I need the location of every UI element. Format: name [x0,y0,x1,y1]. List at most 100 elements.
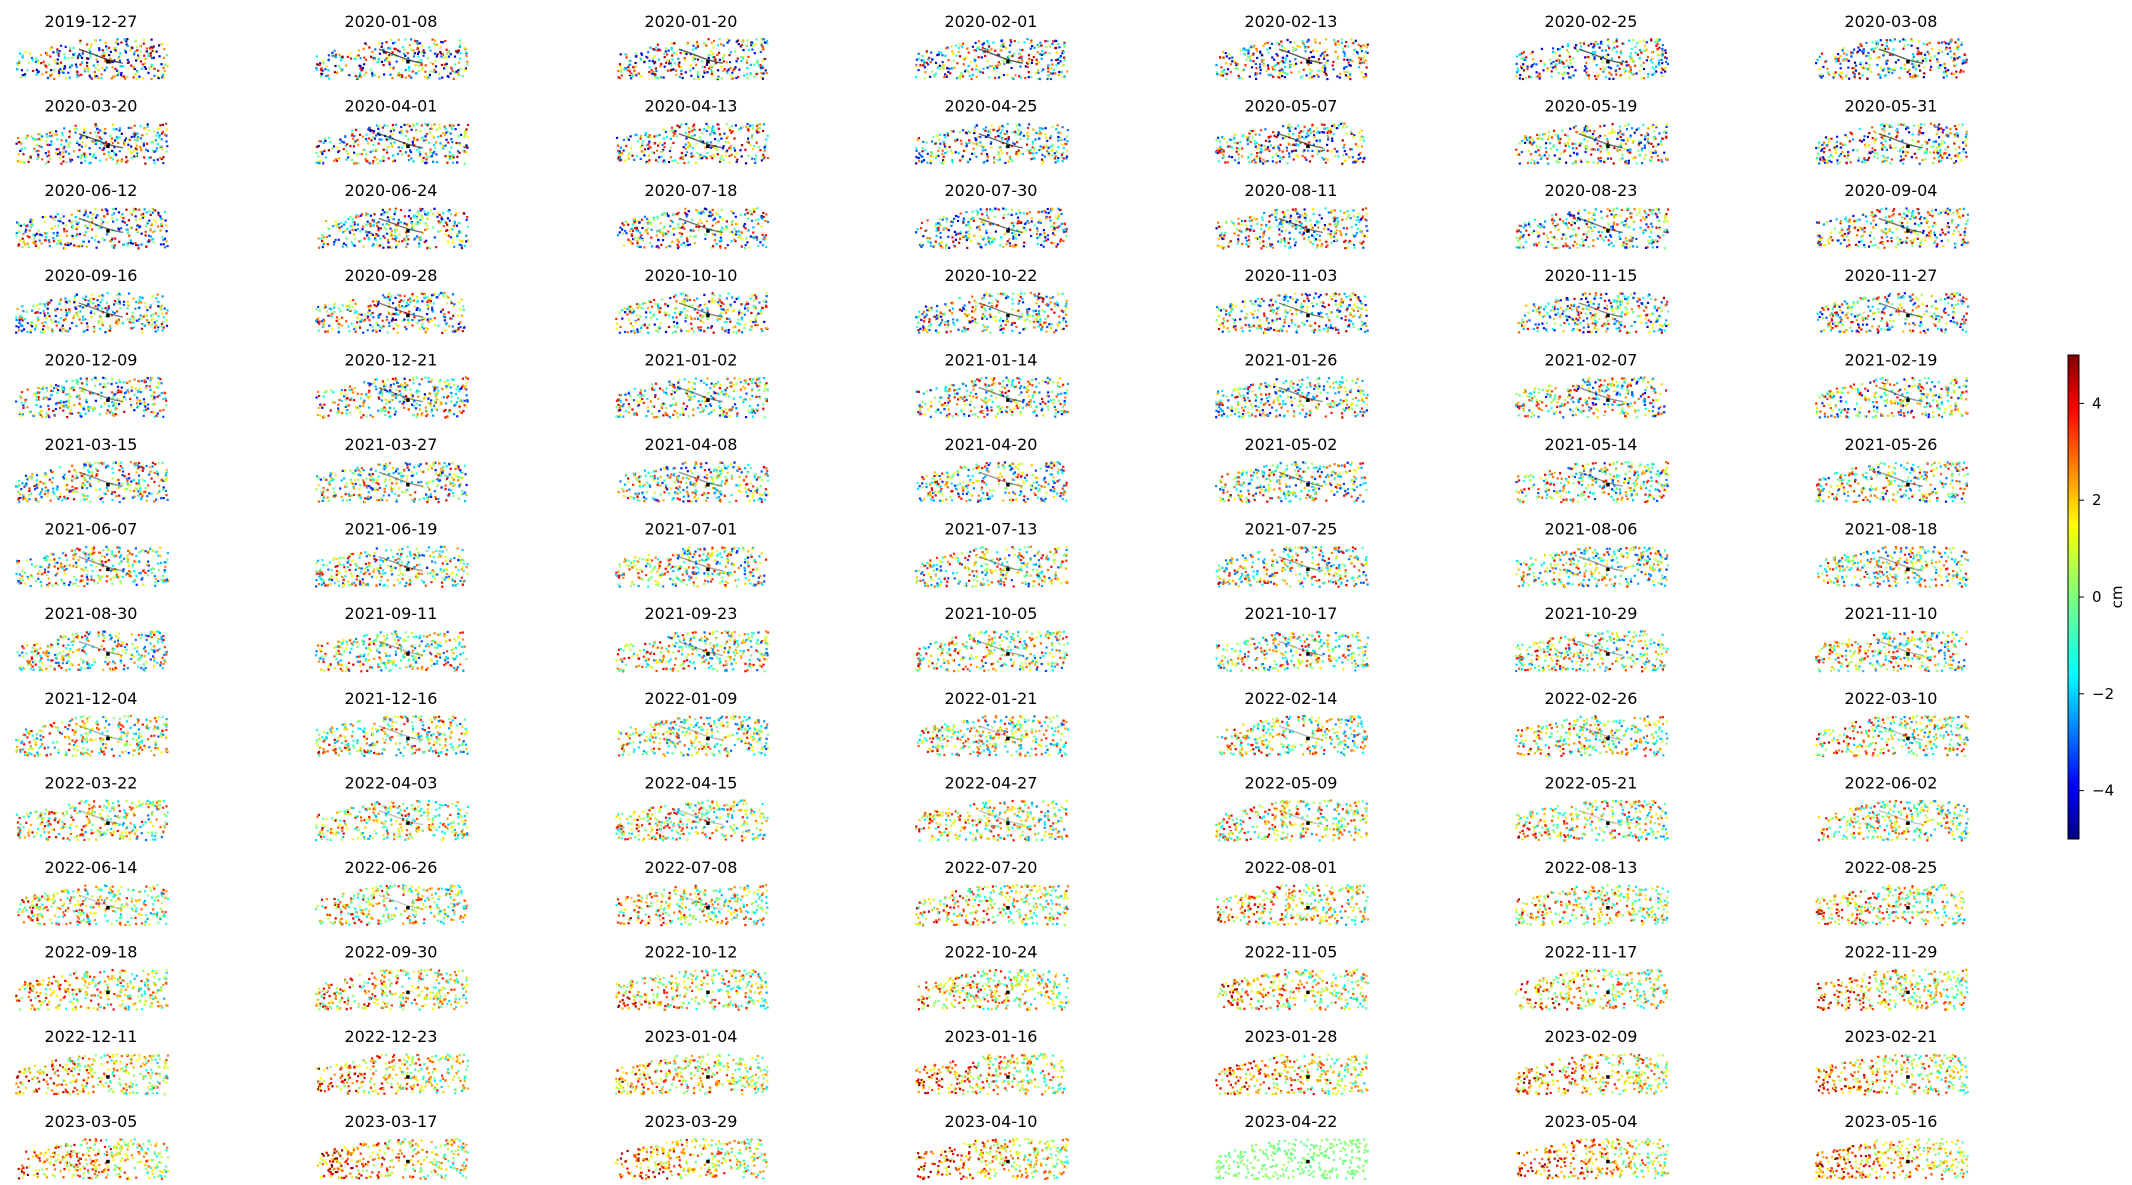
tile-2020-05-07: 2020-05-07 [1215,97,1366,165]
tile-title: 2022-08-01 [1245,858,1338,877]
tile-2023-03-29: 2023-03-29 [615,1112,768,1180]
linear-feature [78,217,123,234]
linear-feature [378,809,423,826]
tile-speckle [16,884,170,927]
tile-speckle [915,376,1070,418]
tile-title: 2022-06-26 [345,858,438,877]
tile-speckle [615,546,768,588]
reference-point-marker [1306,652,1310,656]
tile-2021-07-01: 2021-07-01 [615,520,768,588]
linear-feature [378,133,423,149]
tile-2023-04-10: 2023-04-10 [915,1112,1070,1180]
tile-title: 2020-02-13 [1245,12,1338,31]
tile-title: 2023-04-10 [945,1112,1038,1131]
tile-title: 2021-07-25 [1245,520,1338,539]
tile-title: 2023-01-28 [1245,1027,1338,1046]
tile-title: 2021-01-26 [1245,350,1338,369]
linear-feature [1878,217,1923,234]
tile-title: 2022-07-08 [645,858,738,877]
tile-title: 2023-03-29 [645,1112,738,1131]
tile-speckle [15,1053,170,1096]
tile-2023-02-21: 2023-02-21 [1815,1027,1969,1096]
tile-speckle [315,1053,470,1095]
colorbar: 4 2 0 −2 −4 cm [2067,354,2126,840]
linear-feature [1278,556,1323,572]
tile-title: 2020-10-10 [645,266,738,285]
linear-feature [1878,725,1923,741]
reference-point-marker [406,652,410,656]
tile-title: 2023-05-16 [1845,1112,1938,1131]
reference-point-marker [106,821,110,825]
tile-speckle [1515,376,1668,419]
tile-2022-12-23: 2022-12-23 [315,1027,470,1095]
tile-speckle [315,376,470,419]
tile-speckle [1815,1137,1969,1180]
tile-2023-02-09: 2023-02-09 [1515,1027,1669,1096]
tile-title: 2022-06-14 [45,858,138,877]
reference-point-marker [1906,567,1910,572]
tile-2021-05-02: 2021-05-02 [1215,435,1368,503]
reference-point-marker [706,1159,710,1164]
tile-2021-06-19: 2021-06-19 [315,520,469,588]
reference-point-marker [706,990,710,995]
tile-title: 2021-11-10 [1845,604,1938,623]
tile-speckle [1815,884,1966,927]
tile-title: 2022-11-05 [1245,943,1338,962]
tile-speckle [916,714,1070,757]
linear-feature [378,894,423,910]
tile-speckle [615,1053,769,1096]
linear-feature [1878,302,1923,318]
tile-2022-08-13: 2022-08-13 [1515,858,1669,927]
tile-speckle [1215,461,1368,503]
tile-2022-12-11: 2022-12-11 [15,1027,170,1096]
tile-title: 2021-10-05 [945,604,1038,623]
tile-speckle [1515,800,1669,842]
tile-speckle [915,38,1069,81]
tile-title: 2020-05-07 [1245,97,1338,116]
reference-point-marker [406,144,410,149]
tile-speckle [15,969,169,1011]
tile-title: 2022-10-24 [945,943,1038,962]
tile-speckle [615,969,769,1011]
tile-title: 2020-12-09 [45,350,138,369]
tile-title: 2020-02-01 [945,12,1038,31]
tile-speckle [315,715,469,757]
tile-speckle [16,630,168,672]
tile-2020-08-23: 2020-08-23 [1515,181,1670,250]
linear-feature [378,471,423,487]
tile-title: 2022-02-14 [1245,689,1338,708]
tile-2021-10-05: 2021-10-05 [915,604,1069,673]
reference-point-marker [106,906,110,910]
reference-point-marker [1906,736,1910,741]
tile-speckle [1816,291,1970,334]
tile-2022-11-05: 2022-11-05 [1216,943,1370,1011]
linear-feature [1278,133,1323,149]
tile-2023-03-05: 2023-03-05 [17,1112,170,1180]
tile-speckle [15,376,168,419]
linear-feature [378,640,423,657]
tile-2022-10-24: 2022-10-24 [917,943,1070,1011]
tile-2020-09-04: 2020-09-04 [1815,181,1970,249]
tile-2020-05-31: 2020-05-31 [1815,97,1969,165]
tile-2021-07-13: 2021-07-13 [915,520,1069,588]
reference-point-marker [1006,144,1010,149]
tile-speckle [1815,1053,1969,1096]
tile-title: 2023-05-04 [1545,1112,1638,1131]
tile-title: 2022-06-02 [1845,773,1938,792]
tile-2023-01-16: 2023-01-16 [915,1027,1066,1096]
tile-2021-12-04: 2021-12-04 [15,689,169,757]
tile-speckle [915,1137,1070,1180]
tile-title: 2020-11-27 [1845,266,1938,285]
tile-title: 2022-12-23 [345,1027,438,1046]
tile-title: 2022-01-21 [945,689,1038,708]
linear-feature [1278,471,1323,487]
tile-title: 2022-04-27 [945,773,1038,792]
tile-title: 2021-05-26 [1845,435,1938,454]
tile-title: 2020-04-13 [645,97,738,116]
linear-feature [1878,386,1923,403]
tile-2022-03-10: 2022-03-10 [1815,689,1970,757]
colorbar-unit-label: cm [2108,586,2126,609]
tile-title: 2021-02-07 [1545,350,1638,369]
reference-point-marker [1306,313,1310,318]
